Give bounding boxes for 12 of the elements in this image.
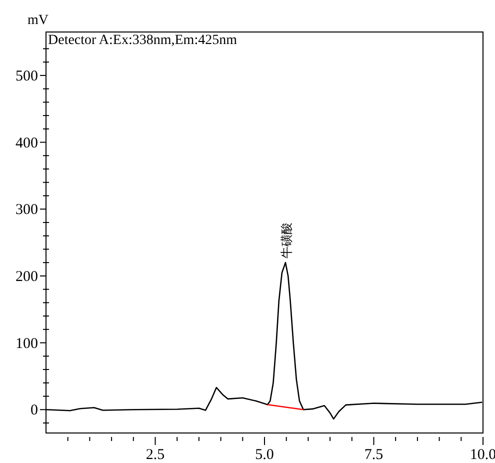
y-tick-label: 0 [30,402,38,419]
y-tick-label: 400 [16,135,38,152]
y-tick-label: 100 [16,336,38,352]
y-tick-label: 300 [16,202,38,218]
y-tick-label: 200 [16,268,38,285]
x-tick-label: 5.0 [255,447,274,463]
y-axis-title: mV [28,13,48,28]
annotation: 牛磺酸 [279,222,294,259]
x-tick-label: 2.5 [146,447,165,463]
chart-title: Detector A:Ex:338nm,Em:425nm [48,33,238,48]
x-tick-label: 7.5 [364,447,384,463]
y-tick-label: 500 [16,68,38,84]
